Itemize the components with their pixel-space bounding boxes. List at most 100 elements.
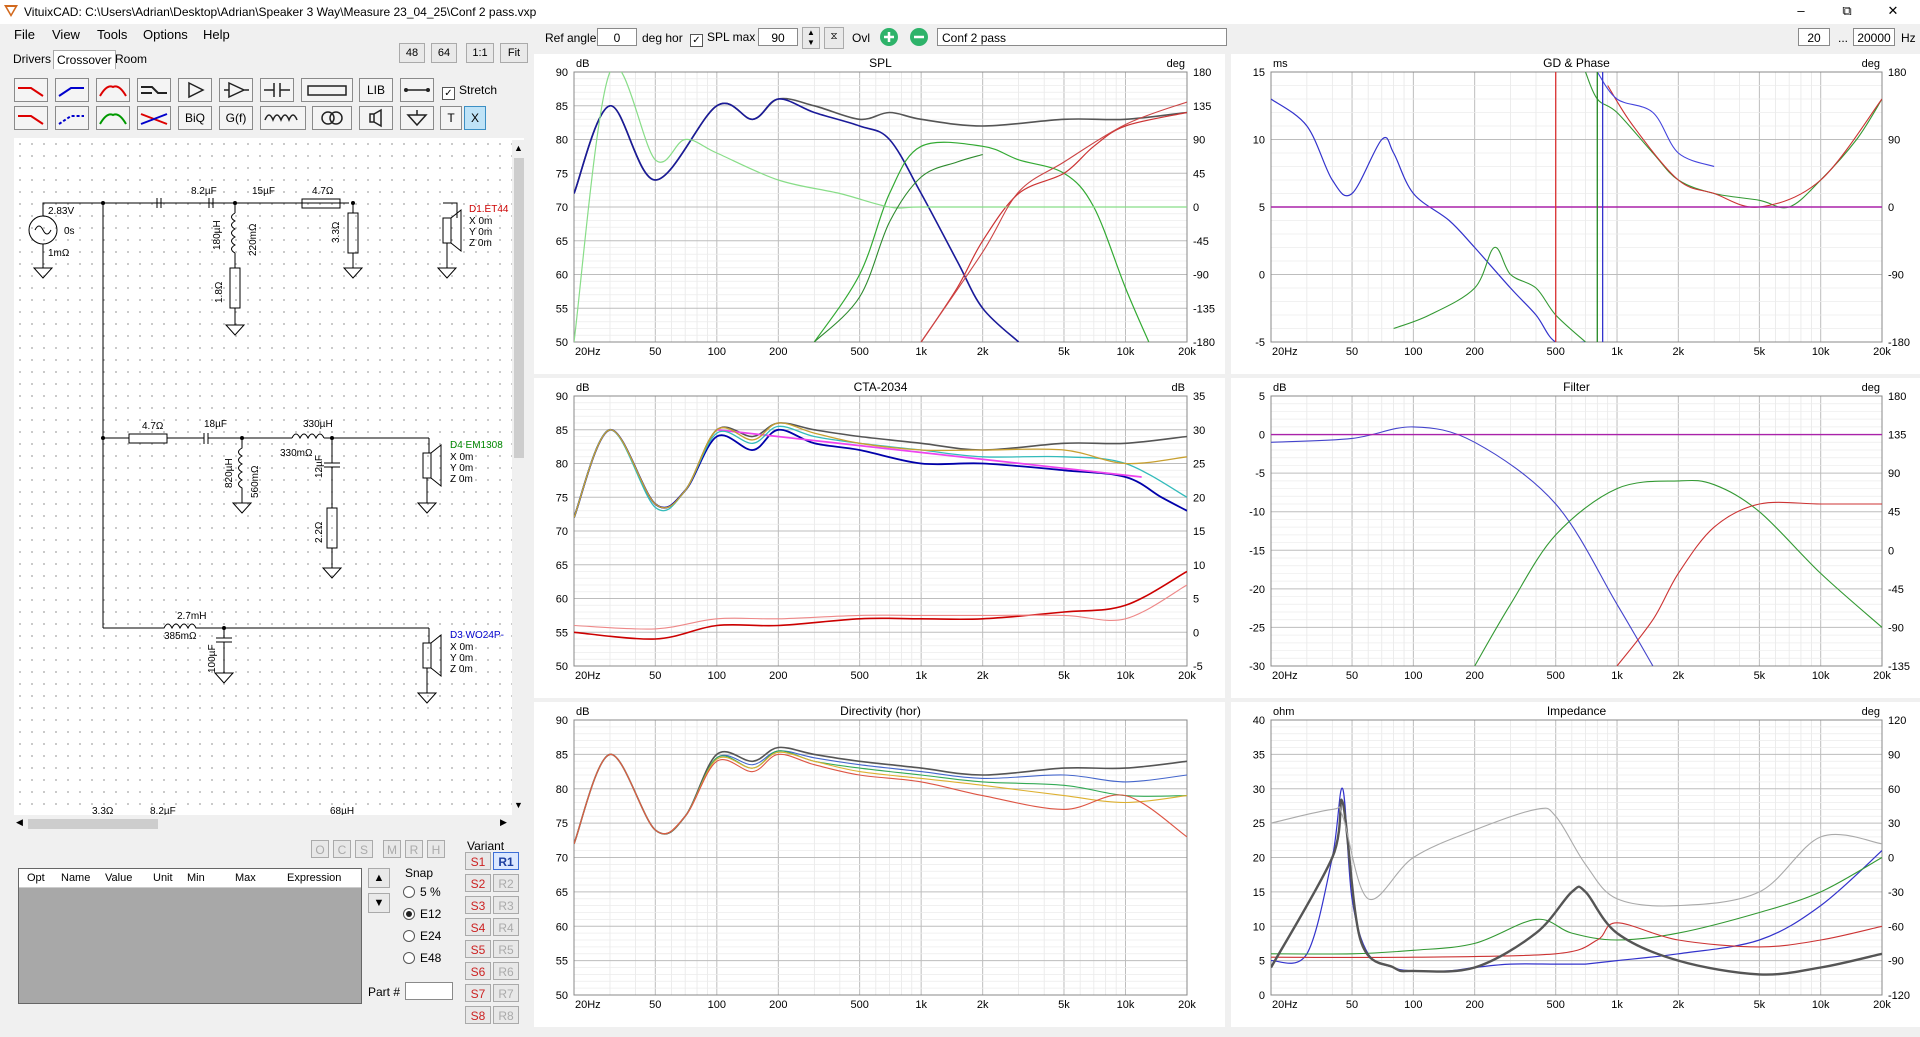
highpass2-tool[interactable] bbox=[55, 106, 89, 130]
spl-range-button[interactable]: ⧖ bbox=[824, 27, 844, 49]
variant-s4-button[interactable]: S4 bbox=[465, 918, 491, 936]
horizontal-scroll-thumb[interactable] bbox=[28, 819, 158, 829]
inductor-tool[interactable] bbox=[260, 106, 306, 130]
variant-s1-button[interactable]: S1 bbox=[465, 852, 491, 870]
gf-tool[interactable]: G(f) bbox=[219, 106, 253, 130]
snap-e12-radio[interactable]: E12 bbox=[403, 907, 441, 921]
spl-chart[interactable]: SPL dB deg 90 85 80 75 70 65 60 55 50 180 135 90 45 0 -45… bbox=[534, 54, 1225, 374]
ref-angle-input[interactable]: 0 bbox=[597, 28, 637, 46]
tab-drivers[interactable]: Drivers bbox=[13, 52, 51, 66]
h-button[interactable]: H bbox=[427, 840, 445, 858]
directivity-chart[interactable]: Directivity (hor) dB 90 85 80 75 70 65 60 55 50 20H… bbox=[534, 702, 1225, 1027]
move-up-button[interactable]: ▲ bbox=[368, 868, 390, 888]
variant-s5-button[interactable]: S5 bbox=[465, 940, 491, 958]
schematic-vertical-scrollbar[interactable]: ▲ ▼ bbox=[512, 140, 526, 815]
variant-s6-button[interactable]: S6 bbox=[465, 962, 491, 980]
snap-e48-radio[interactable]: E48 bbox=[403, 951, 441, 965]
tab-room[interactable]: Room bbox=[115, 52, 148, 66]
zoom-1-1-button[interactable]: 1:1 bbox=[466, 43, 494, 63]
schematic-canvas[interactable]: 2.83V 0s 1mΩ 8.2µF 15µF 4.7Ω 180µH 220mΩ… bbox=[14, 138, 524, 815]
s-button[interactable]: S bbox=[355, 840, 373, 858]
spl-max-input[interactable]: 90 bbox=[758, 28, 798, 46]
highpass-blue-tool[interactable] bbox=[55, 78, 89, 102]
add-overlay-button[interactable] bbox=[878, 27, 900, 48]
minimize-button[interactable]: – bbox=[1797, 3, 1805, 18]
gd-phase-chart[interactable]: GD & Phase ms deg 15 10 5 0 -5 180 90 0 -90 -180 20Hz… bbox=[1231, 54, 1920, 374]
ground-tool[interactable] bbox=[400, 106, 434, 130]
variant-r2-button[interactable]: R2 bbox=[493, 874, 519, 892]
freq-max-input[interactable]: 20000 bbox=[1853, 28, 1895, 46]
zoom-48-button[interactable]: 48 bbox=[399, 43, 425, 63]
zoom-64-button[interactable]: 64 bbox=[431, 43, 457, 63]
o-button[interactable]: O bbox=[311, 840, 329, 858]
filter-chart[interactable]: Filter dB deg 5 0 -5 -10 -15 -20 -25 -30 180 135 90 45… bbox=[1231, 378, 1920, 698]
transformer-tool[interactable] bbox=[312, 106, 352, 130]
dir-left-unit: dB bbox=[576, 706, 589, 718]
snap-e24-radio[interactable]: E24 bbox=[403, 929, 441, 943]
variant-r1-button[interactable]: R1 bbox=[493, 852, 519, 870]
variant-r5-button[interactable]: R5 bbox=[493, 940, 519, 958]
variant-s3-button[interactable]: S3 bbox=[465, 896, 491, 914]
resistor-tool[interactable] bbox=[301, 78, 353, 102]
close-button[interactable]: ✕ bbox=[1887, 3, 1899, 18]
impedance-chart[interactable]: Impedance ohm deg 40 35 30 25 20 15 10 5 0 120 90 60 30… bbox=[1231, 702, 1920, 1027]
variant-s2-button[interactable]: S2 bbox=[465, 874, 491, 892]
crossover-tool[interactable] bbox=[137, 106, 171, 130]
imp-xtick: 1k bbox=[1611, 999, 1623, 1011]
wire-tool[interactable] bbox=[400, 78, 434, 102]
lowpass2-tool[interactable] bbox=[14, 106, 48, 130]
scroll-up-icon[interactable]: ▲ bbox=[514, 143, 523, 153]
variant-r7-button[interactable]: R7 bbox=[493, 984, 519, 1002]
variant-r6-button[interactable]: R6 bbox=[493, 962, 519, 980]
biq-tool[interactable]: BiQ bbox=[178, 106, 212, 130]
schematic-drawing: 2.83V 0s 1mΩ 8.2µF 15µF 4.7Ω 180µH 220mΩ… bbox=[28, 186, 509, 815]
schematic-horizontal-scrollbar[interactable]: ◀ ▶ bbox=[14, 815, 512, 833]
variant-s7-button[interactable]: S7 bbox=[465, 984, 491, 1002]
text-tool[interactable]: T bbox=[440, 106, 462, 130]
shelf-tool[interactable] bbox=[137, 78, 171, 102]
buffer-tool[interactable] bbox=[219, 78, 253, 102]
variant-r8-button[interactable]: R8 bbox=[493, 1006, 519, 1024]
vertical-scroll-thumb[interactable] bbox=[514, 158, 524, 458]
l1-label: 180µH bbox=[212, 220, 223, 250]
zoom-fit-button[interactable]: Fit bbox=[500, 43, 528, 63]
m-button[interactable]: M bbox=[383, 840, 401, 858]
cta-2034-chart[interactable]: CTA-2034 dB dB 90 85 80 75 70 65 60 55 50 35 30 25 20 15… bbox=[534, 378, 1225, 698]
spl-ytick-left: 85 bbox=[556, 101, 568, 113]
amplifier-tool[interactable] bbox=[178, 78, 212, 102]
freq-min-input[interactable]: 20 bbox=[1798, 28, 1830, 46]
r-button[interactable]: R bbox=[405, 840, 423, 858]
stretch-checkbox[interactable]: ✓ Stretch bbox=[442, 83, 497, 100]
bandpass-green-tool[interactable] bbox=[96, 106, 130, 130]
remove-overlay-button[interactable] bbox=[908, 27, 930, 48]
capacitor-tool[interactable] bbox=[260, 78, 294, 102]
spl-max-spinner[interactable]: ▲ ▼ bbox=[802, 27, 820, 49]
part-number-input[interactable] bbox=[405, 982, 453, 1000]
filter-xtick: 20k bbox=[1873, 670, 1891, 682]
variant-r3-button[interactable]: R3 bbox=[493, 896, 519, 914]
menu-help[interactable]: Help bbox=[203, 27, 230, 42]
menu-tools[interactable]: Tools bbox=[97, 27, 128, 42]
scroll-right-icon[interactable]: ▶ bbox=[500, 817, 507, 827]
scroll-left-icon[interactable]: ◀ bbox=[16, 817, 23, 827]
maximize-button[interactable]: ⧉ bbox=[1842, 3, 1852, 18]
scroll-down-icon[interactable]: ▼ bbox=[514, 800, 523, 810]
variant-s8-button[interactable]: S8 bbox=[465, 1006, 491, 1024]
x-tool[interactable]: X bbox=[464, 106, 486, 130]
menu-view[interactable]: View bbox=[52, 27, 80, 42]
lowpass-red-tool[interactable] bbox=[14, 78, 48, 102]
snap-5-radio[interactable]: 5 % bbox=[403, 885, 441, 899]
variant-r4-button[interactable]: R4 bbox=[493, 918, 519, 936]
tab-crossover[interactable]: Crossover bbox=[53, 50, 116, 69]
menu-options[interactable]: Options bbox=[143, 27, 188, 42]
move-down-button[interactable]: ▼ bbox=[368, 893, 390, 913]
spl-max-checkbox[interactable]: ✓ SPL max bbox=[690, 30, 755, 47]
c-button[interactable]: C bbox=[333, 840, 351, 858]
menu-file[interactable]: File bbox=[14, 27, 35, 42]
parameter-grid[interactable]: Opt Name Value Unit Min Max Expression bbox=[18, 868, 362, 1004]
bandpass-red-tool[interactable] bbox=[96, 78, 130, 102]
overlay-name-input[interactable]: Conf 2 pass bbox=[937, 28, 1227, 46]
lib-tool[interactable]: LIB bbox=[359, 78, 393, 102]
col-opt: Opt bbox=[27, 872, 45, 884]
driver-tool[interactable] bbox=[359, 106, 393, 130]
